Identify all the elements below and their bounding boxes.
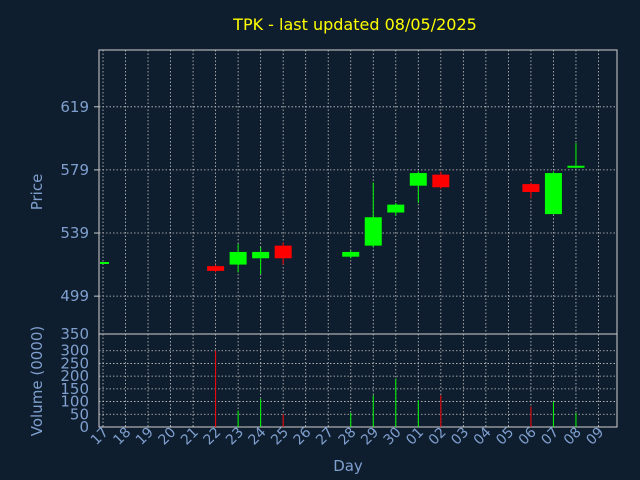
x-tick-label: 24	[246, 424, 270, 448]
candlesticks	[100, 143, 585, 275]
volume-y-tick-label: 150	[60, 380, 89, 398]
price-grid	[99, 50, 617, 334]
candle-body	[409, 173, 427, 186]
candle-23	[229, 244, 247, 273]
price-axis-label: Price	[28, 174, 46, 211]
x-tick-label: 04	[471, 424, 495, 448]
volume-bars	[215, 350, 577, 427]
x-tick-label: 29	[358, 425, 382, 449]
candle-body	[229, 251, 247, 265]
x-tick-label: 22	[201, 425, 225, 449]
candle-25	[274, 242, 292, 265]
candle-body	[364, 217, 382, 246]
candle-22	[207, 264, 225, 273]
volume-y-tick-label: 250	[60, 354, 89, 372]
volume-y-tick-label: 100	[60, 393, 89, 411]
chart-title: TPK - last updated 08/05/2025	[232, 15, 477, 34]
candle-30	[387, 203, 405, 216]
x-tick-label: 21	[178, 425, 202, 449]
volume-y-tick-label: 350	[60, 325, 89, 343]
x-tick-label: 26	[291, 424, 315, 448]
volume-y-tick-label: 50	[70, 405, 89, 423]
x-tick-label: 17	[88, 425, 112, 449]
volume-y-tick-label: 300	[60, 342, 89, 360]
candle-body	[252, 251, 270, 259]
candle-body	[432, 174, 450, 188]
x-tick-label: 30	[381, 425, 405, 449]
x-tick-label: 27	[313, 425, 337, 449]
volume-y-tick-label: 200	[60, 367, 89, 385]
candle-29	[364, 182, 382, 248]
candle-24	[252, 247, 270, 275]
volume-axis-label: Volume (0000)	[28, 326, 46, 436]
x-tick-label: 05	[493, 425, 517, 449]
x-tick-label: 20	[155, 425, 179, 449]
x-tick-label: 28	[336, 425, 360, 449]
x-tick-label: 25	[268, 425, 292, 449]
x-tick-label: 07	[538, 425, 562, 449]
x-axis-label: Day	[333, 457, 363, 475]
candle-28	[342, 250, 360, 259]
volume-grid	[99, 334, 617, 427]
x-tick-label: 08	[561, 425, 585, 449]
price-y-tick-labels: 499 539 579 619	[60, 98, 99, 305]
price-panel: 499 539 579 619 Price	[28, 49, 618, 335]
candle-08	[567, 143, 585, 169]
x-tick-labels: 1718192021222324252627282930010203040506…	[88, 424, 607, 448]
volume-panel-frame	[98, 333, 618, 428]
x-tick-label: 01	[403, 425, 427, 449]
candle-body	[387, 204, 405, 213]
price-y-tick-label: 499	[60, 287, 89, 305]
x-tick-label: 09	[583, 425, 607, 449]
candle-01	[409, 171, 427, 204]
volume-y-tick-label: 0	[79, 418, 89, 436]
candle-body	[100, 262, 109, 264]
candle-body	[544, 173, 562, 215]
x-tick-label: 03	[448, 425, 472, 449]
price-y-tick-label: 619	[60, 98, 89, 116]
x-tick-label: 19	[133, 425, 157, 449]
candle-body	[207, 266, 225, 271]
candle-body	[342, 251, 360, 257]
candle-body	[522, 184, 540, 192]
candle-body	[274, 245, 292, 259]
price-y-tick-label: 579	[60, 161, 89, 179]
candle-17	[100, 262, 109, 264]
x-tick-label: 23	[223, 425, 247, 449]
candle-body	[567, 165, 585, 168]
x-tick-label: 06	[516, 424, 540, 448]
candle-07	[544, 171, 562, 215]
candle-02	[432, 171, 450, 189]
candle-06	[522, 182, 540, 199]
price-y-tick-label: 539	[60, 224, 89, 242]
x-tick-label: 02	[426, 425, 450, 449]
x-tick-label: 18	[110, 425, 134, 449]
